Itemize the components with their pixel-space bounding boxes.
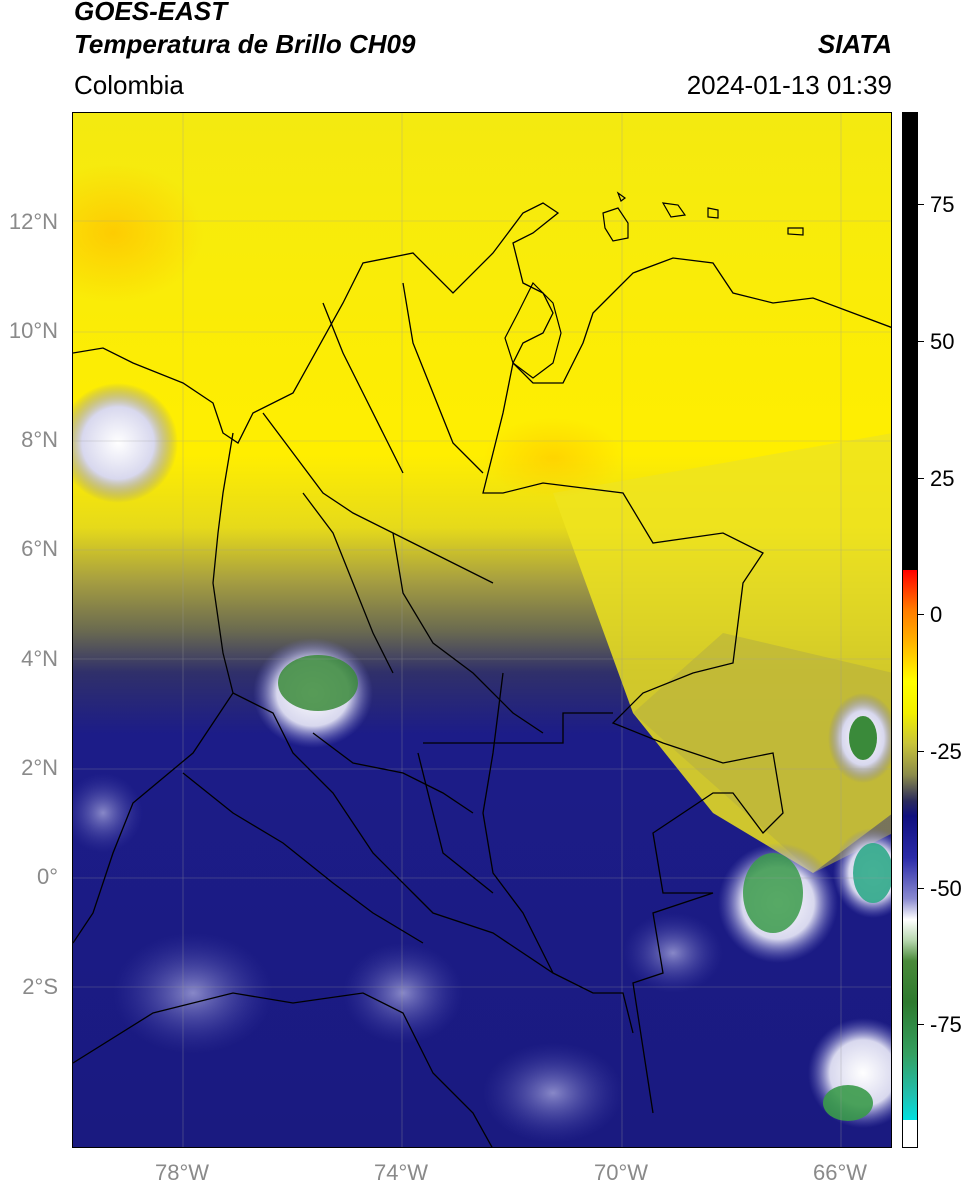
- satellite-map: [72, 112, 892, 1148]
- cloud-south-2: [113, 933, 273, 1053]
- lat-label-8n: 8°N: [21, 427, 58, 452]
- colorbar-tick: [918, 341, 924, 342]
- lat-label-12n: 12°N: [8, 209, 58, 234]
- cold-top-southeast: [823, 1085, 873, 1121]
- cold-top-amazon: [743, 853, 803, 933]
- colorbar-tick: [918, 751, 924, 752]
- country-borders: [73, 202, 891, 1147]
- cloud-cluster-caribbean: [73, 383, 178, 503]
- warm-spot-northwest: [73, 163, 203, 303]
- cloud-south-3: [483, 1043, 623, 1143]
- colorbar-label-75: 75: [930, 192, 955, 217]
- lon-label-78w: 78°W: [154, 1160, 210, 1185]
- lat-label-2s: 2°S: [22, 974, 58, 999]
- colorbar-label-50: 50: [930, 329, 955, 354]
- lat-label-10n: 10°N: [8, 318, 58, 343]
- colorbar-tick: [918, 478, 924, 479]
- warm-spot-venezuela: [483, 418, 623, 498]
- cold-top-far-east: [853, 843, 891, 903]
- datetime-label: 2024-01-13 01:39: [686, 70, 892, 100]
- colorbar-tick: [918, 204, 924, 205]
- cold-top-andes: [278, 655, 358, 711]
- cold-top-east: [849, 716, 877, 760]
- colorbar-label-25: 25: [930, 466, 955, 491]
- lat-label-6n: 6°N: [21, 536, 58, 561]
- lat-label-4n: 4°N: [21, 646, 58, 671]
- colorbar-label-0: 0: [930, 602, 943, 627]
- lake-and-islands: [504, 191, 804, 379]
- satellite-title: GOES-EAST: [74, 0, 228, 26]
- lat-label-0: 0°: [36, 864, 58, 889]
- region-label: Colombia: [74, 70, 184, 100]
- cloud-south-4: [623, 913, 723, 993]
- colorbar-label-minus50: -50: [930, 876, 962, 901]
- lat-label-2n: 2°N: [21, 755, 58, 780]
- colorbar-tick: [918, 888, 924, 889]
- lon-label-74w: 74°W: [373, 1160, 429, 1185]
- transition-region-east: [633, 633, 891, 873]
- organization-label: SIATA: [817, 29, 892, 59]
- product-title: Temperatura de Brillo CH09: [74, 29, 416, 59]
- colorbar-tick: [918, 1024, 924, 1025]
- colorbar-tick: [918, 614, 924, 615]
- lon-label-66w: 66°W: [812, 1160, 868, 1185]
- colorbar-label-minus25: -25: [930, 739, 962, 764]
- cloud-south-1: [343, 943, 463, 1043]
- colorbar-label-minus75: -75: [930, 1012, 962, 1037]
- colorbar: [902, 112, 918, 1148]
- lon-label-70w: 70°W: [593, 1160, 649, 1185]
- cloud-pacific: [73, 773, 143, 853]
